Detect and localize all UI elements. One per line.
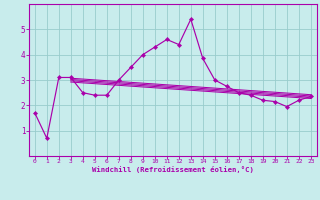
- X-axis label: Windchill (Refroidissement éolien,°C): Windchill (Refroidissement éolien,°C): [92, 166, 254, 173]
